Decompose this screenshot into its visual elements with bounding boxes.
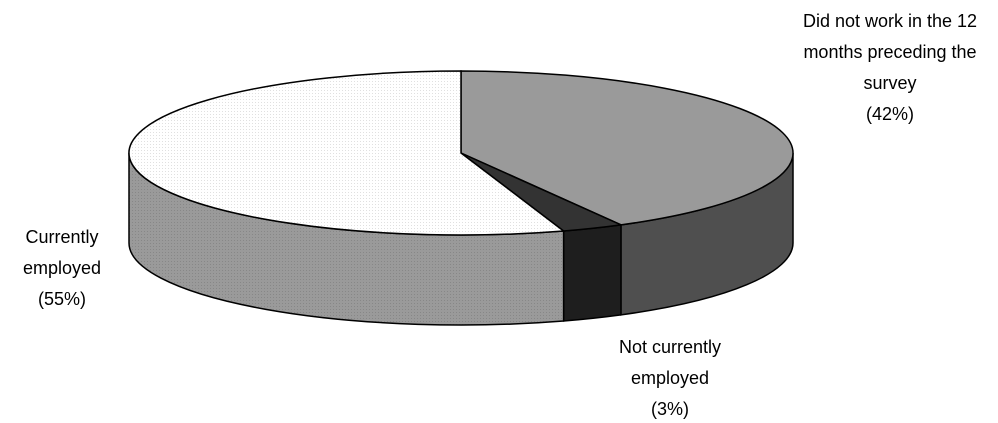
slice-side-texture: [129, 153, 564, 325]
slice-side: [562, 223, 622, 322]
slice-label: Not currently employed (3%): [580, 332, 760, 423]
slice-value-label: (55%): [37, 289, 86, 309]
slice-value-label: (3%): [650, 399, 689, 419]
slice-name: Not currently employed: [618, 337, 722, 388]
slice-value-label: (42%): [865, 104, 914, 124]
slice-top-texture: [128, 71, 564, 235]
slice-label: Did not work in the 12 months preceding …: [790, 6, 990, 130]
slice-top: [460, 70, 794, 226]
slice-name: Currently employed: [22, 227, 102, 278]
slice-label: Currently employed (55%): [2, 222, 122, 315]
slice-name: Did not work in the 12 months preceding …: [802, 11, 978, 93]
